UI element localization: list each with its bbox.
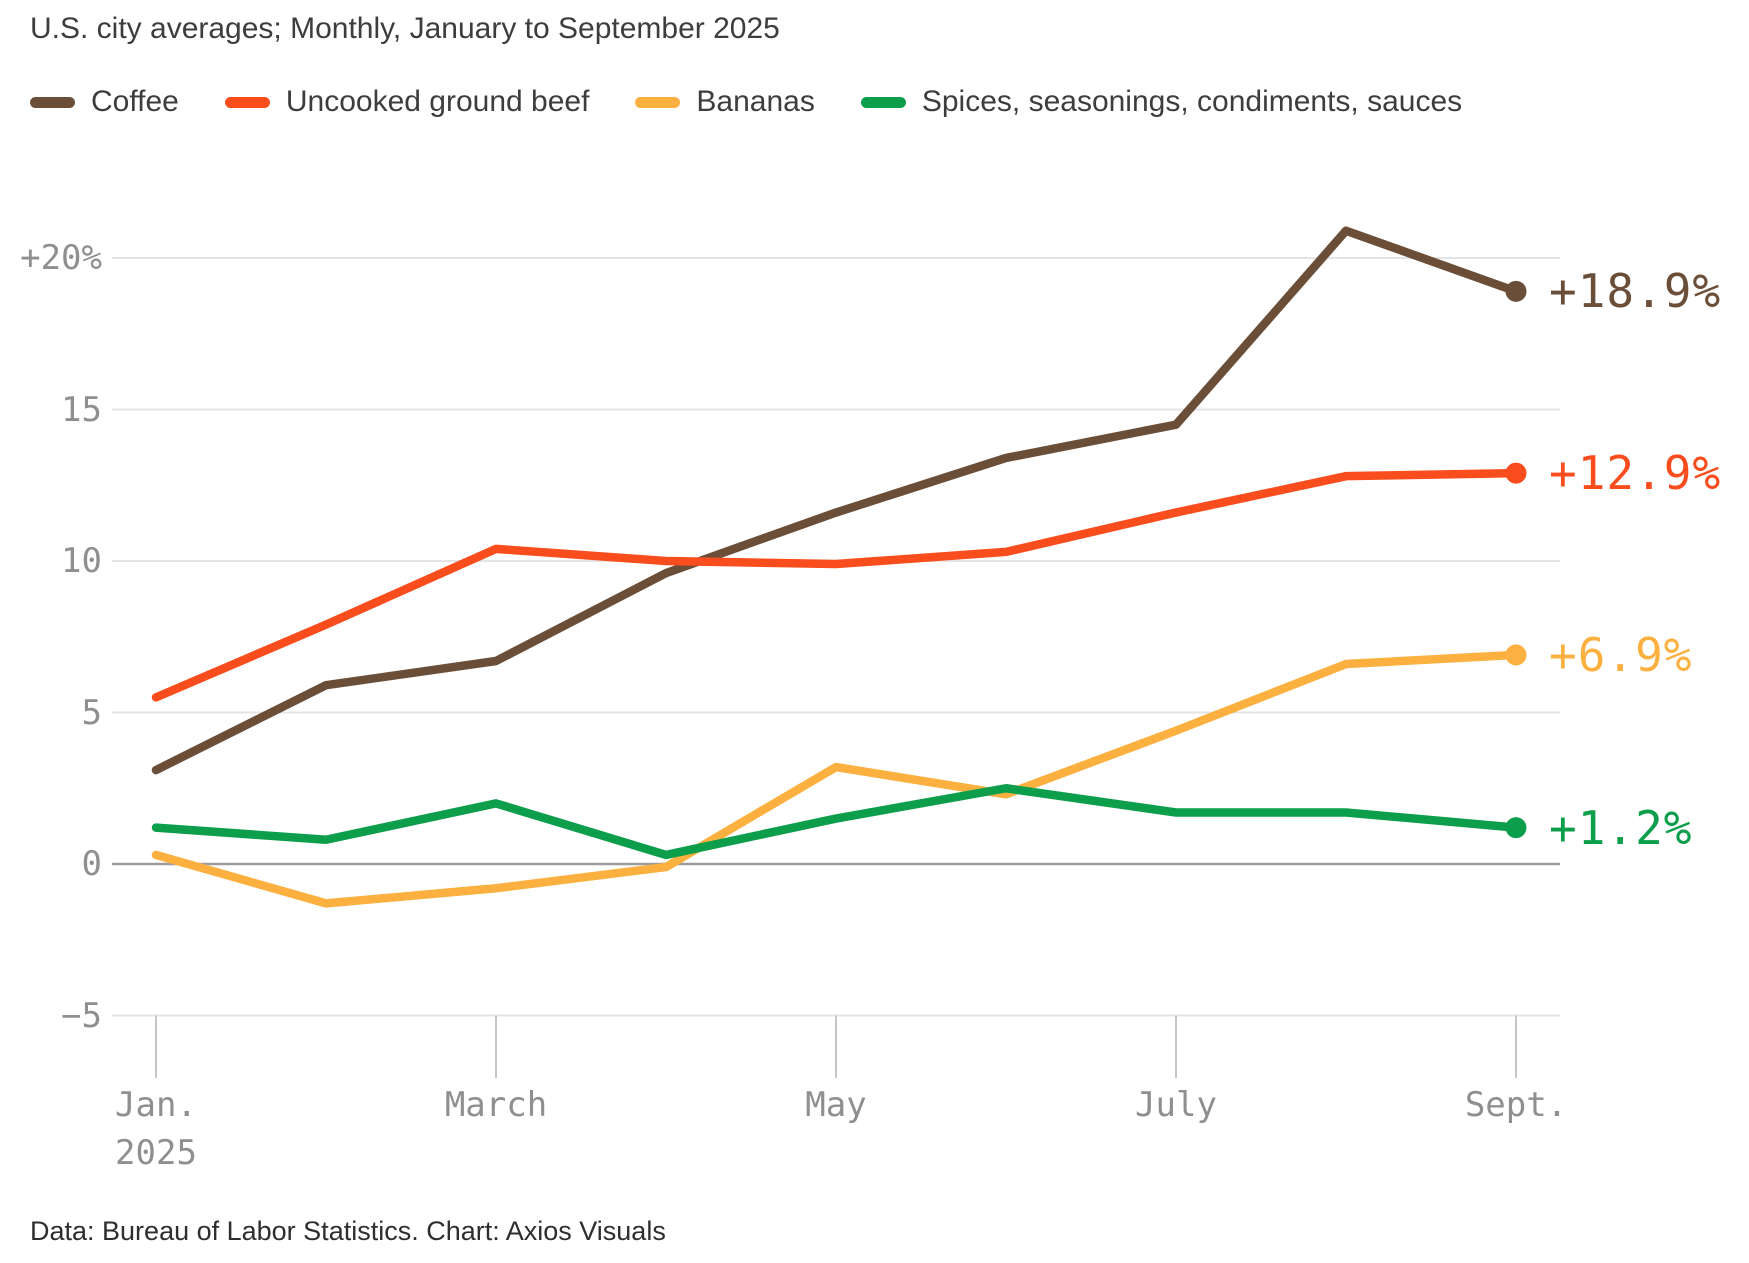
x-axis-label: May bbox=[805, 1085, 867, 1125]
footer-credit: Data: Bureau of Labor Statistics. Chart:… bbox=[30, 1216, 666, 1246]
y-axis-label: 10 bbox=[61, 541, 102, 581]
y-axis-label: +20% bbox=[20, 238, 102, 278]
series-end-value: +6.9% bbox=[1549, 627, 1693, 682]
legend-item-bananas: Bananas bbox=[635, 85, 815, 119]
x-axis-sublabel: 2025 bbox=[115, 1133, 197, 1173]
legend-item-coffee: Coffee bbox=[30, 85, 179, 119]
legend-label-spices: Spices, seasonings, condiments, sauces bbox=[921, 85, 1463, 118]
legend-label-coffee: Coffee bbox=[91, 85, 179, 118]
legend: Coffee Uncooked ground beef Bananas Spic… bbox=[30, 85, 1462, 119]
legend-label-bananas: Bananas bbox=[696, 85, 815, 118]
y-axis-label: 0 bbox=[81, 844, 102, 884]
legend-swatch-ground-beef bbox=[224, 96, 270, 108]
legend-swatch-bananas bbox=[635, 96, 681, 108]
x-axis-label: Sept. bbox=[1464, 1085, 1568, 1125]
x-axis-label: March bbox=[444, 1085, 548, 1125]
legend-item-ground-beef: Uncooked ground beef bbox=[224, 85, 590, 119]
legend-swatch-coffee bbox=[30, 96, 75, 108]
x-axis-label: Jan. bbox=[115, 1085, 197, 1125]
legend-swatch-spices bbox=[860, 96, 906, 108]
series-end-value: +1.2% bbox=[1549, 800, 1693, 855]
y-axis-label: 15 bbox=[61, 389, 102, 430]
x-axis-label: July bbox=[1135, 1085, 1217, 1125]
series-end-value: +18.9% bbox=[1549, 264, 1722, 319]
legend-label-ground-beef: Uncooked ground beef bbox=[285, 85, 590, 118]
legend-item-spices: Spices, seasonings, condiments, sauces bbox=[860, 85, 1463, 119]
y-axis-label: 5 bbox=[81, 692, 102, 733]
series-end-value: +12.9% bbox=[1549, 446, 1722, 501]
y-axis-label: −5 bbox=[61, 995, 102, 1036]
chart-title: U.S. city averages; Monthly, January to … bbox=[30, 12, 780, 45]
